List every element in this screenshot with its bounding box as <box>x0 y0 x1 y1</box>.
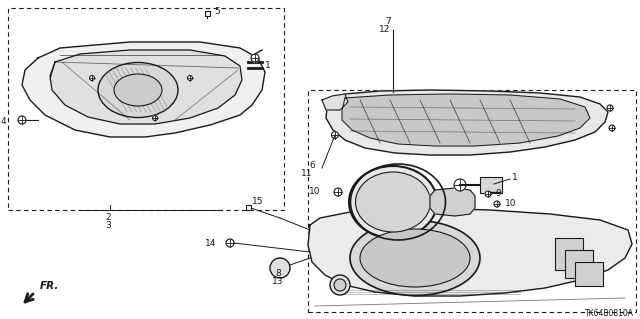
Text: TK64B0810A: TK64B0810A <box>585 308 634 317</box>
Ellipse shape <box>270 258 290 278</box>
Circle shape <box>485 191 491 197</box>
Bar <box>308 90 636 312</box>
Circle shape <box>188 76 193 80</box>
Ellipse shape <box>349 166 437 238</box>
Text: 2: 2 <box>105 213 111 222</box>
Text: 10: 10 <box>308 188 320 197</box>
Text: 1: 1 <box>512 173 518 182</box>
Bar <box>246 204 250 210</box>
Ellipse shape <box>360 229 470 287</box>
Circle shape <box>18 116 26 124</box>
Ellipse shape <box>330 275 350 295</box>
Circle shape <box>152 115 157 121</box>
Text: 7: 7 <box>385 18 391 26</box>
Circle shape <box>494 201 500 207</box>
Circle shape <box>607 105 613 111</box>
Polygon shape <box>322 94 348 110</box>
Text: 8: 8 <box>275 270 281 278</box>
Polygon shape <box>50 50 242 124</box>
Circle shape <box>332 131 339 138</box>
Ellipse shape <box>98 63 178 117</box>
Bar <box>480 177 502 193</box>
Circle shape <box>334 188 342 196</box>
Text: 4: 4 <box>0 117 6 127</box>
Text: 14: 14 <box>205 239 216 248</box>
Circle shape <box>251 54 259 62</box>
Circle shape <box>609 125 615 131</box>
Ellipse shape <box>114 74 162 106</box>
Polygon shape <box>308 208 632 296</box>
Polygon shape <box>326 90 608 155</box>
Circle shape <box>454 179 466 191</box>
Text: 5: 5 <box>214 8 220 17</box>
Circle shape <box>90 76 95 80</box>
Ellipse shape <box>350 220 480 295</box>
Text: 12: 12 <box>380 26 390 34</box>
Text: 9: 9 <box>495 189 500 198</box>
Text: 6: 6 <box>309 160 315 169</box>
Polygon shape <box>22 42 265 137</box>
Polygon shape <box>342 94 590 146</box>
Ellipse shape <box>334 279 346 291</box>
Text: 10: 10 <box>505 199 516 209</box>
Circle shape <box>226 239 234 247</box>
Text: 11: 11 <box>301 168 312 177</box>
Bar <box>205 11 209 16</box>
Text: 1: 1 <box>265 61 271 70</box>
Text: FR.: FR. <box>40 281 60 291</box>
Bar <box>575 262 603 286</box>
Polygon shape <box>430 188 475 216</box>
Text: 15: 15 <box>252 197 264 206</box>
Text: 13: 13 <box>272 278 284 286</box>
Bar <box>8 8 284 210</box>
Text: 3: 3 <box>105 221 111 231</box>
Bar <box>565 250 593 278</box>
Bar <box>555 238 583 270</box>
Ellipse shape <box>355 172 431 232</box>
